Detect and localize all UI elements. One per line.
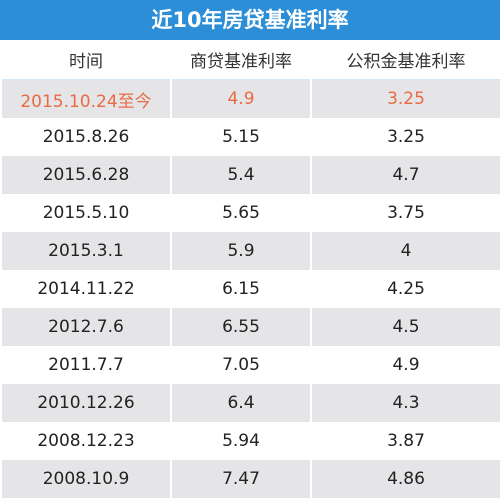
table-row: 2015.3.1 5.9 4 — [0, 232, 500, 270]
table-row: 2015.8.26 5.15 3.25 — [0, 118, 500, 156]
table-cell: 5.94 — [170, 422, 312, 460]
table-cell: 2011.7.7 — [0, 346, 172, 384]
table-cell: 2015.10.24至今 — [0, 79, 172, 118]
table-cell: 3.25 — [310, 118, 500, 156]
table-cell: 2015.5.10 — [0, 194, 172, 232]
table-cell: 4.9 — [310, 346, 500, 384]
table-cell: 2015.8.26 — [0, 118, 172, 156]
table-row: 2010.12.26 6.4 4.3 — [0, 384, 500, 422]
table-cell: 4.3 — [310, 384, 500, 422]
table-row: 2014.11.22 6.15 4.25 — [0, 270, 500, 308]
table-cell: 2014.11.22 — [0, 270, 172, 308]
table-row: 2015.10.24至今 4.9 3.25 — [0, 79, 500, 118]
table-cell: 2015.6.28 — [0, 156, 172, 194]
table-row: 2008.12.23 5.94 3.87 — [0, 422, 500, 460]
table-row: 2011.7.7 7.05 4.9 — [0, 346, 500, 384]
table-cell: 5.15 — [170, 118, 312, 156]
table-body: 时间 商贷基准利率 公积金基准利率 2015.10.24至今 4.9 3.25 2015.8… — [0, 40, 500, 498]
table-row: 2008.10.9 7.47 4.86 — [0, 460, 500, 498]
table-cell: 4.5 — [310, 308, 500, 346]
table-cell: 4 — [310, 232, 500, 270]
table-cell: 7.47 — [170, 460, 312, 498]
table-cell: 7.05 — [170, 346, 312, 384]
table-cell: 2008.10.9 — [0, 460, 172, 498]
table-cell: 4.25 — [310, 270, 500, 308]
rate-table: 时间 商贷基准利率 公积金基准利率 2015.10.24至今 4.9 3.25 2015.8… — [0, 40, 500, 498]
table-cell: 5.4 — [170, 156, 312, 194]
table-row: 2012.7.6 6.55 4.5 — [0, 308, 500, 346]
table-cell: 3.87 — [310, 422, 500, 460]
header-cell: 商贷基准利率 — [170, 40, 312, 80]
table-cell: 2015.3.1 — [0, 232, 172, 270]
table-row: 2015.5.10 5.65 3.75 — [0, 194, 500, 232]
header-row: 时间 商贷基准利率 公积金基准利率 — [0, 40, 500, 80]
header-cell: 时间 — [0, 40, 172, 80]
table-cell: 2008.12.23 — [0, 422, 172, 460]
table-cell: 2010.12.26 — [0, 384, 172, 422]
table-cell: 3.25 — [310, 79, 500, 118]
table-cell: 4.7 — [310, 156, 500, 194]
table-row: 2015.6.28 5.4 4.7 — [0, 156, 500, 194]
table-cell: 3.75 — [310, 194, 500, 232]
table-cell: 2012.7.6 — [0, 308, 172, 346]
table-cell: 4.9 — [170, 79, 312, 118]
header-cell: 公积金基准利率 — [310, 40, 500, 80]
table-cell: 6.15 — [170, 270, 312, 308]
table-cell: 5.65 — [170, 194, 312, 232]
title: 近10年房贷基准利率 — [0, 0, 500, 40]
table-cell: 4.86 — [310, 460, 500, 498]
table-cell: 6.55 — [170, 308, 312, 346]
table-cell: 5.9 — [170, 232, 312, 270]
table-cell: 6.4 — [170, 384, 312, 422]
